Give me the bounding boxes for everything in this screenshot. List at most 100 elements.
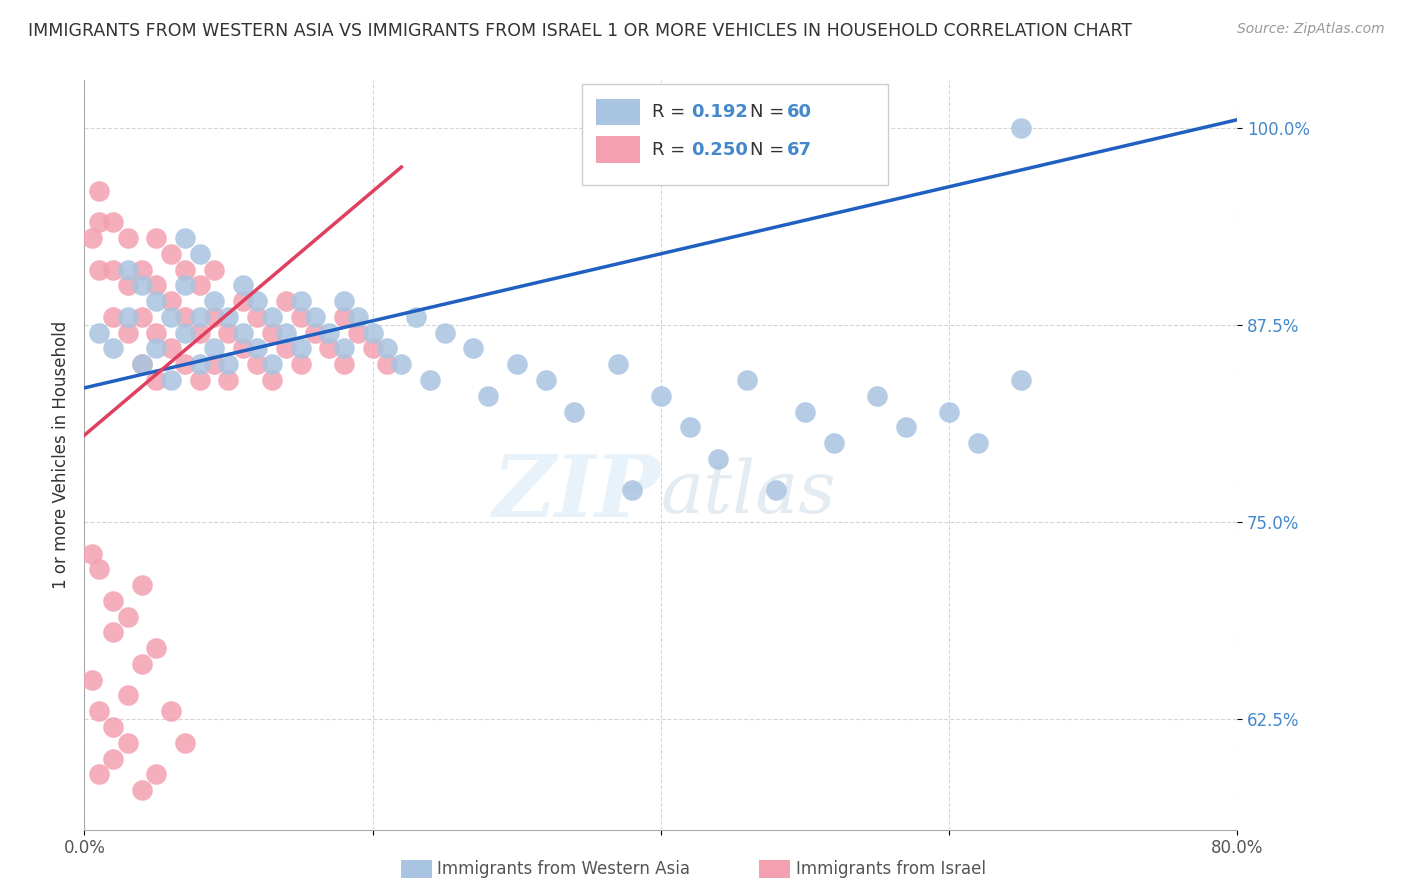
Point	[103, 342, 124, 356]
Point	[361, 326, 384, 340]
Point	[174, 310, 197, 324]
Point	[117, 609, 139, 624]
Point	[103, 625, 124, 640]
Point	[117, 278, 139, 293]
Point	[145, 278, 167, 293]
Text: IMMIGRANTS FROM WESTERN ASIA VS IMMIGRANTS FROM ISRAEL 1 OR MORE VEHICLES IN HOU: IMMIGRANTS FROM WESTERN ASIA VS IMMIGRAN…	[28, 22, 1132, 40]
Point	[145, 231, 167, 245]
Point	[188, 326, 211, 340]
Text: N =: N =	[749, 141, 790, 159]
Point	[463, 342, 485, 356]
Point	[276, 294, 298, 309]
Point	[87, 262, 110, 277]
Point	[188, 373, 211, 387]
Point	[160, 247, 183, 261]
Point	[606, 357, 628, 371]
Point	[246, 294, 269, 309]
Text: Source: ZipAtlas.com: Source: ZipAtlas.com	[1237, 22, 1385, 37]
Point	[347, 310, 370, 324]
Point	[145, 641, 167, 656]
Point	[938, 404, 960, 418]
Point	[419, 373, 441, 387]
Y-axis label: 1 or more Vehicles in Household: 1 or more Vehicles in Household	[52, 321, 70, 589]
Text: ZIP: ZIP	[494, 450, 661, 534]
Point	[174, 357, 197, 371]
Point	[232, 326, 254, 340]
Point	[202, 357, 225, 371]
Point	[318, 326, 340, 340]
Point	[737, 373, 759, 387]
Point	[391, 357, 413, 371]
Point	[534, 373, 557, 387]
Point	[260, 326, 283, 340]
Point	[160, 294, 183, 309]
Text: N =: N =	[749, 103, 790, 121]
Point	[188, 310, 211, 324]
Point	[145, 767, 167, 781]
Text: 0.250: 0.250	[690, 141, 748, 159]
Point	[131, 262, 153, 277]
Point	[707, 451, 730, 466]
Point	[304, 310, 326, 324]
Text: 0.192: 0.192	[690, 103, 748, 121]
Point	[117, 689, 139, 703]
Point	[117, 736, 139, 750]
Point	[103, 751, 124, 765]
Point	[290, 357, 312, 371]
Point	[145, 294, 167, 309]
FancyBboxPatch shape	[582, 84, 889, 186]
Point	[290, 294, 312, 309]
Point	[894, 420, 917, 434]
Point	[188, 357, 211, 371]
Text: 60: 60	[786, 103, 811, 121]
Point	[333, 342, 356, 356]
Text: Immigrants from Israel: Immigrants from Israel	[796, 860, 986, 878]
Point	[477, 389, 499, 403]
Point	[375, 357, 398, 371]
Point	[87, 326, 110, 340]
Point	[174, 736, 197, 750]
Point	[188, 278, 211, 293]
Point	[160, 310, 183, 324]
Point	[103, 720, 124, 734]
Point	[160, 373, 183, 387]
Text: R =: R =	[651, 103, 690, 121]
Point	[145, 342, 167, 356]
Point	[202, 342, 225, 356]
Point	[80, 547, 103, 561]
Point	[650, 389, 672, 403]
Point	[246, 310, 269, 324]
Point	[232, 342, 254, 356]
Point	[87, 704, 110, 718]
Point	[246, 342, 269, 356]
Point	[506, 357, 529, 371]
Point	[1010, 373, 1032, 387]
FancyBboxPatch shape	[596, 99, 640, 125]
Point	[866, 389, 889, 403]
Point	[145, 326, 167, 340]
Point	[202, 294, 225, 309]
Text: Immigrants from Western Asia: Immigrants from Western Asia	[437, 860, 690, 878]
Point	[347, 326, 370, 340]
Text: 67: 67	[786, 141, 811, 159]
Point	[87, 215, 110, 229]
Point	[117, 262, 139, 277]
Point	[131, 278, 153, 293]
Point	[131, 357, 153, 371]
Point	[202, 262, 225, 277]
Point	[131, 310, 153, 324]
Point	[290, 342, 312, 356]
Point	[103, 594, 124, 608]
Point	[160, 704, 183, 718]
Point	[433, 326, 456, 340]
Point	[318, 342, 340, 356]
Point	[260, 373, 283, 387]
Point	[131, 783, 153, 797]
Point	[218, 357, 240, 371]
Point	[333, 357, 356, 371]
Point	[87, 767, 110, 781]
Point	[823, 436, 845, 450]
Point	[333, 294, 356, 309]
Point	[276, 342, 298, 356]
Point	[103, 262, 124, 277]
